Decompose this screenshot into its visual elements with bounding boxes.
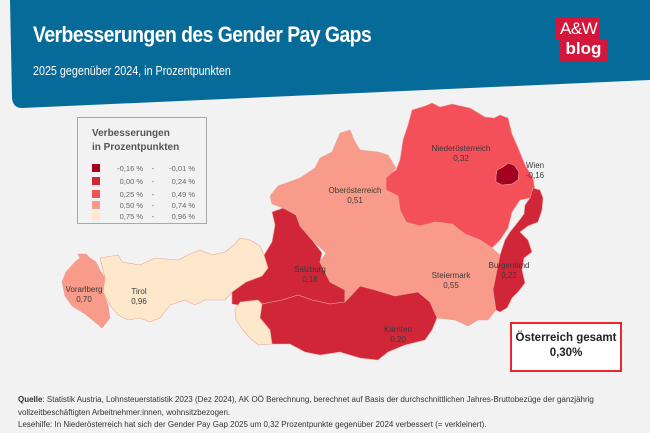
total-label: Österreich gesamt bbox=[515, 332, 617, 344]
legend-title-line2: in Prozentpunkten bbox=[92, 142, 180, 153]
legend-from: 0,75 % bbox=[119, 211, 143, 221]
label-tirol: Tirol 0,96 bbox=[131, 287, 147, 307]
legend-from: -0,16 % bbox=[117, 163, 143, 173]
source-text: : Statistik Austria, Lohnsteuerstatistik… bbox=[18, 395, 594, 417]
label-niederoesterreich: Niederösterreich 0,32 bbox=[432, 144, 491, 164]
region-value: 0,16 bbox=[302, 275, 318, 284]
region-value: 0,20 bbox=[390, 335, 406, 344]
region-vorarlberg[interactable] bbox=[61, 253, 111, 329]
region-value: 0,22 bbox=[501, 271, 517, 280]
legend-to: -0,01 % bbox=[169, 163, 195, 173]
legend-sep: - bbox=[151, 211, 155, 221]
region-wien[interactable] bbox=[495, 162, 520, 186]
label-kaernten: Kärnten 0,20 bbox=[384, 325, 412, 345]
source-note: Quelle: Statistik Austria, Lohnsteuersta… bbox=[18, 394, 638, 419]
legend-to: 0,74 % bbox=[171, 200, 195, 210]
source-label: Quelle bbox=[18, 395, 43, 404]
legend-swatch bbox=[92, 190, 100, 198]
region-name: Oberösterreich bbox=[328, 186, 382, 195]
legend-swatch bbox=[92, 201, 100, 209]
legend-item: 0,50 % - 0,74 % bbox=[92, 199, 195, 211]
page-title: Verbesserungen des Gender Pay Gaps bbox=[33, 22, 372, 47]
region-value: 0,51 bbox=[347, 196, 363, 205]
header-banner: Verbesserungen des Gender Pay Gaps 2025 … bbox=[0, 0, 650, 110]
legend-sep: - bbox=[151, 176, 155, 186]
region-value: 0,32 bbox=[453, 154, 469, 163]
legend-item: 0,00 % - 0,24 % bbox=[92, 175, 195, 187]
label-wien: Wien -0,16 bbox=[526, 161, 544, 181]
banner-background bbox=[10, 0, 650, 108]
region-value: -0,16 bbox=[525, 171, 545, 180]
legend-from: 0,00 % bbox=[119, 176, 143, 186]
reading-help: Lesehilfe: In Niederösterreich hat sich … bbox=[18, 420, 487, 429]
aw-blog-logo: A&W blog bbox=[555, 18, 607, 61]
region-value: 0,55 bbox=[443, 281, 459, 290]
legend-to: 0,24 % bbox=[171, 176, 195, 186]
legend-to: 0,49 % bbox=[171, 189, 195, 199]
region-value: 0,96 bbox=[131, 297, 147, 306]
legend-sep: - bbox=[151, 189, 155, 199]
region-osttirol[interactable] bbox=[234, 299, 273, 346]
legend-item: 0,25 % - 0,49 % bbox=[92, 188, 195, 200]
total-value: 0,30% bbox=[549, 347, 583, 359]
region-burgenland[interactable] bbox=[492, 187, 544, 313]
region-name: Burgenland bbox=[488, 261, 530, 270]
austria-total-box: Österreich gesamt 0,30% bbox=[510, 322, 622, 372]
legend-swatch bbox=[92, 177, 100, 185]
logo-line2: blog bbox=[560, 39, 607, 61]
legend-swatch bbox=[92, 212, 100, 220]
logo-line1: A&W bbox=[555, 18, 600, 39]
legend-item: -0,16 % - -0,01 % bbox=[92, 162, 195, 174]
legend-swatch bbox=[92, 164, 100, 172]
region-name: Wien bbox=[525, 161, 545, 170]
legend-from: 0,25 % bbox=[119, 189, 143, 199]
region-name: Salzburg bbox=[294, 265, 326, 274]
legend-sep: - bbox=[151, 163, 155, 173]
legend-from: 0,50 % bbox=[119, 200, 143, 210]
label-vorarlberg: Vorarlberg 0,70 bbox=[66, 285, 103, 305]
region-kaernten[interactable] bbox=[259, 285, 438, 361]
label-steiermark: Steiermark 0,55 bbox=[432, 271, 471, 291]
map-legend: Verbesserungen in Prozentpunkten -0,16 %… bbox=[77, 117, 207, 224]
footer-notes: Quelle: Statistik Austria, Lohnsteuersta… bbox=[18, 394, 638, 432]
legend-to: 0,96 % bbox=[171, 211, 195, 221]
legend-title-line1: Verbesserungen bbox=[92, 128, 170, 139]
label-oberoesterreich: Oberösterreich 0,51 bbox=[329, 186, 382, 206]
region-name: Steiermark bbox=[431, 271, 471, 280]
region-name: Niederösterreich bbox=[431, 144, 491, 153]
region-name: Tirol bbox=[131, 287, 147, 296]
label-burgenland: Burgenland 0,22 bbox=[489, 261, 530, 281]
page-subtitle: 2025 gegenüber 2024, in Prozentpunkten bbox=[33, 64, 231, 78]
region-name: Vorarlberg bbox=[65, 285, 103, 294]
legend-sep: - bbox=[151, 200, 155, 210]
label-salzburg: Salzburg 0,16 bbox=[294, 265, 326, 285]
region-tirol[interactable] bbox=[99, 237, 269, 323]
legend-item: 0,75 % - 0,96 % bbox=[92, 210, 195, 222]
region-value: 0,70 bbox=[76, 295, 92, 304]
legend-title: Verbesserungen in Prozentpunkten bbox=[92, 127, 179, 155]
region-name: Kärnten bbox=[383, 325, 413, 334]
